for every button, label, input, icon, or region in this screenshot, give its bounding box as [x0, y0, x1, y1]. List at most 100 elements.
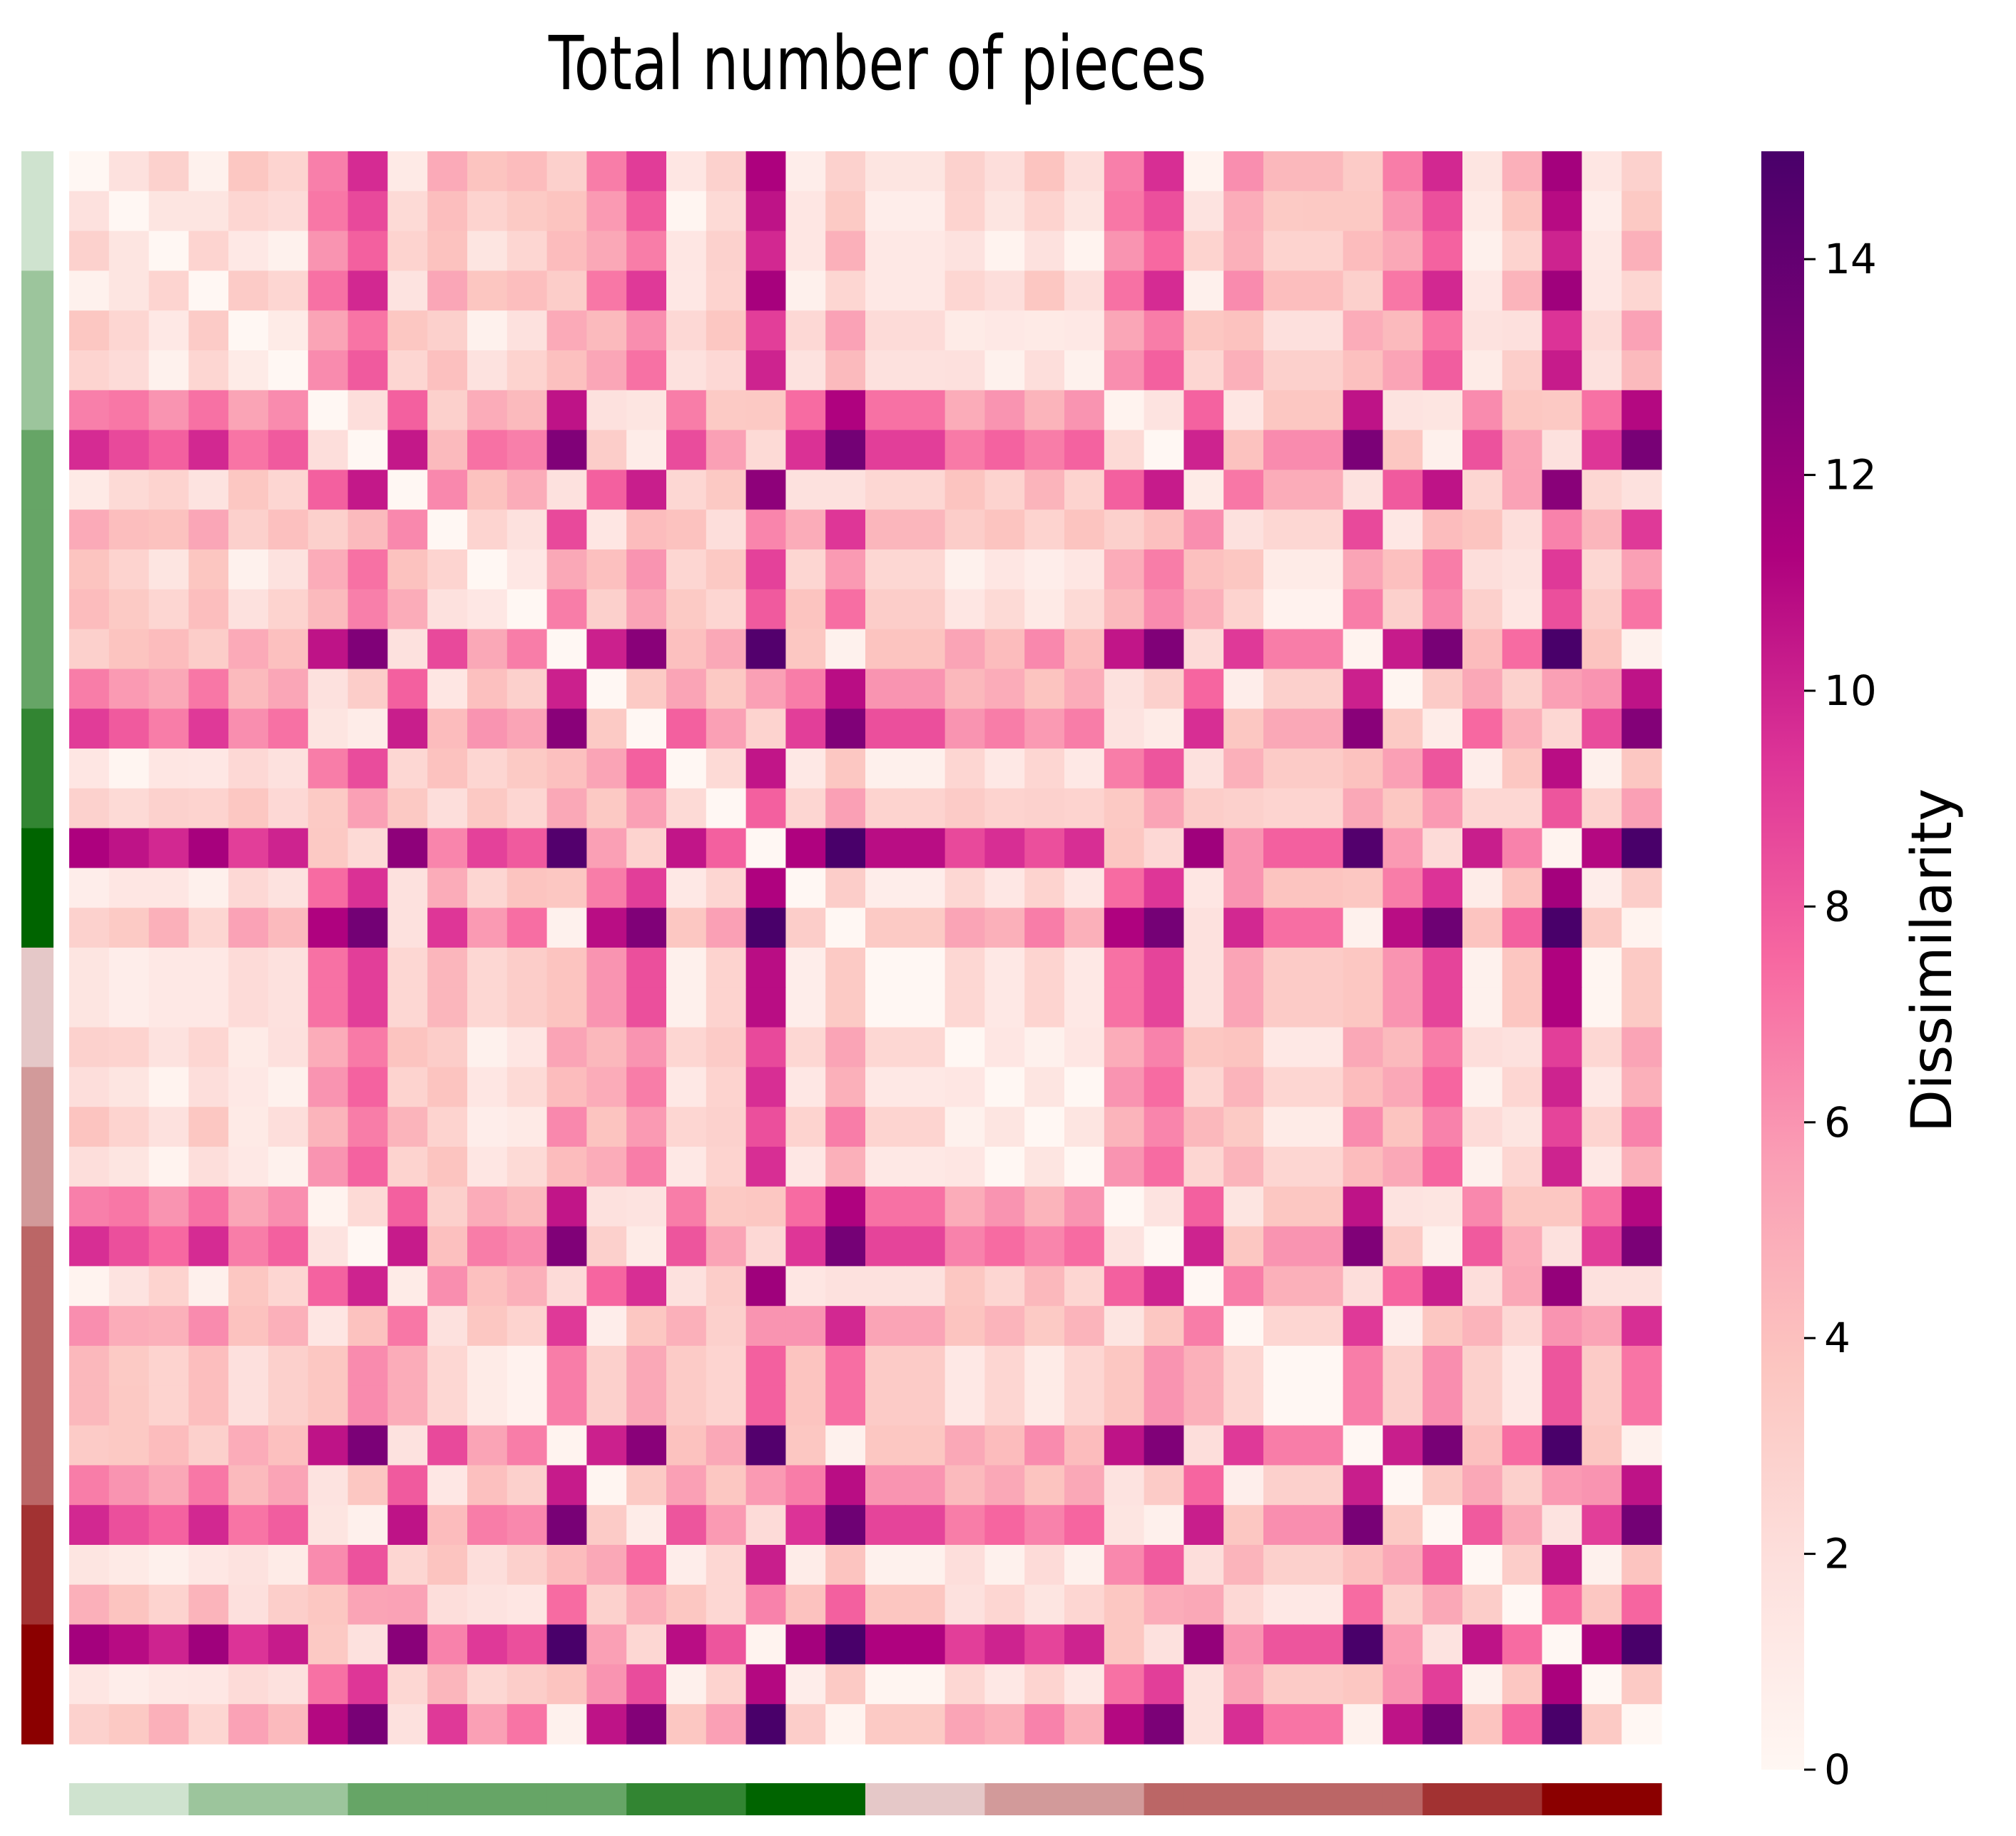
heatmap-cell [427, 1545, 468, 1586]
heatmap-cell [706, 1505, 747, 1546]
heatmap-cell [785, 1664, 826, 1705]
heatmap-cell [1144, 987, 1184, 1028]
heatmap-cell [347, 868, 388, 908]
heatmap-cell [1303, 1465, 1344, 1506]
heatmap-cell [268, 1385, 309, 1426]
heatmap-cell [347, 390, 388, 431]
heatmap-cell [69, 350, 110, 391]
heatmap-cell [228, 430, 269, 470]
heatmap-cell [1383, 230, 1423, 271]
heatmap-cell [1024, 1704, 1065, 1745]
heatmap-cell [467, 1147, 508, 1187]
heatmap-cell [188, 1306, 229, 1346]
heatmap-cell [546, 310, 587, 351]
heatmap-cell [307, 1505, 349, 1546]
heatmap-cell [1343, 430, 1383, 470]
heatmap-cell [1183, 1186, 1224, 1227]
heatmap-cell [108, 987, 150, 1028]
heatmap-cell [307, 709, 349, 749]
heatmap-cell [1542, 430, 1582, 470]
heatmap-cell [1223, 390, 1264, 431]
heatmap-cell [268, 430, 309, 470]
heatmap-cell [1582, 1584, 1622, 1625]
heatmap-cell [188, 151, 229, 192]
heatmap-cell [1502, 1584, 1543, 1625]
heatmap-cell [1582, 1385, 1622, 1426]
heatmap-cell [228, 270, 269, 311]
heatmap-cell [1263, 1624, 1304, 1665]
heatmap-cell [905, 350, 946, 391]
heatmap-cell [268, 1505, 309, 1546]
heatmap-cell [467, 1465, 508, 1506]
heatmap-cell [188, 1465, 229, 1506]
heatmap-cell [1502, 948, 1543, 988]
heatmap-cell [1144, 1664, 1184, 1705]
heatmap-cell [387, 1147, 428, 1187]
heatmap-cell [1343, 1067, 1383, 1107]
heatmap-cell [1542, 390, 1582, 431]
heatmap-cell [1422, 1545, 1463, 1586]
heatmap-cell [905, 1465, 946, 1506]
heatmap-cell [1064, 1505, 1105, 1546]
heatmap-cell [506, 948, 548, 988]
heatmap-cell [148, 470, 189, 510]
heatmap-cell [467, 1067, 508, 1107]
column-group-color [785, 1783, 826, 1815]
heatmap-cell [1104, 350, 1145, 391]
heatmap-cell [666, 1266, 707, 1307]
heatmap-cell [865, 1584, 906, 1625]
heatmap-cell [945, 868, 985, 908]
heatmap-cell [1183, 669, 1224, 709]
heatmap-cell [1582, 191, 1622, 232]
heatmap-cell [1064, 509, 1105, 550]
heatmap-cell [108, 1186, 150, 1227]
heatmap-cell [1303, 828, 1344, 868]
heatmap-cell [1303, 1266, 1344, 1307]
heatmap-cell [1502, 1425, 1543, 1466]
heatmap-cell [1024, 1306, 1065, 1346]
heatmap-cell [945, 310, 985, 351]
heatmap-cell [467, 470, 508, 510]
heatmap-cell [546, 390, 587, 431]
row-group-color [21, 350, 54, 391]
heatmap-cell [387, 1226, 428, 1267]
heatmap-cell [706, 390, 747, 431]
heatmap-cell [1024, 430, 1065, 470]
heatmap-cell [706, 310, 747, 351]
heatmap-cell [1422, 1624, 1463, 1665]
heatmap-cell [984, 390, 1025, 431]
heatmap-cell [626, 669, 667, 709]
heatmap-cell [467, 987, 508, 1028]
heatmap-cell [1462, 270, 1503, 311]
heatmap-cell [905, 1306, 946, 1346]
heatmap-cell [1542, 1664, 1582, 1705]
heatmap-cell [69, 1226, 110, 1267]
heatmap-cell [1343, 390, 1383, 431]
heatmap-cell [188, 709, 229, 749]
heatmap-cell [1183, 1107, 1224, 1147]
heatmap-cell [865, 1664, 906, 1705]
heatmap-cell [69, 1465, 110, 1506]
heatmap-cell [1622, 1147, 1662, 1187]
heatmap-cell [1223, 1147, 1264, 1187]
heatmap-cell [706, 1704, 747, 1745]
heatmap-cell [108, 1226, 150, 1267]
heatmap-cell [1422, 350, 1463, 391]
heatmap-cell [1303, 908, 1344, 948]
heatmap-cell [1422, 669, 1463, 709]
heatmap-cell [706, 908, 747, 948]
heatmap-cell [108, 470, 150, 510]
heatmap-cell [1144, 1505, 1184, 1546]
heatmap-cell [1502, 390, 1543, 431]
heatmap-cell [108, 1385, 150, 1426]
heatmap-cell [467, 828, 508, 868]
heatmap-cell [1263, 390, 1304, 431]
heatmap-cell [387, 1584, 428, 1625]
heatmap-cell [387, 868, 428, 908]
row-group-color [21, 788, 54, 829]
heatmap-cell [1303, 1664, 1344, 1705]
heatmap-cell [1104, 1266, 1145, 1307]
heatmap-cell [1343, 1385, 1383, 1426]
heatmap-cell [1343, 1624, 1383, 1665]
heatmap-cell [1104, 1465, 1145, 1506]
